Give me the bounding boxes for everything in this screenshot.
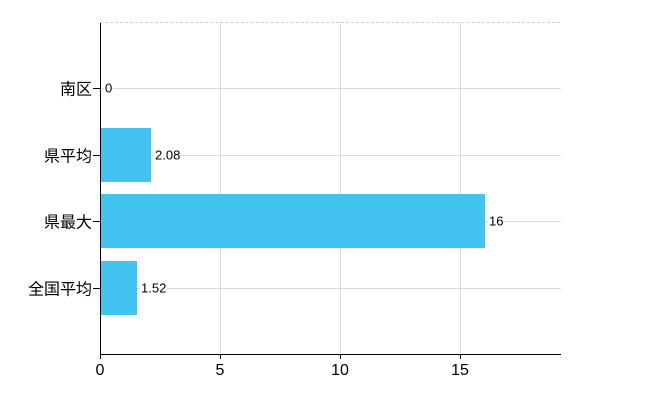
bar-value-label: 2.08 <box>154 147 182 163</box>
x-tick <box>340 355 341 359</box>
x-tick-label: 15 <box>451 362 469 379</box>
bar-2 <box>101 194 485 248</box>
bar-3 <box>101 261 137 315</box>
y-tick <box>93 155 100 156</box>
category-label: 全国平均 <box>27 281 92 299</box>
x-tick <box>220 355 221 359</box>
x-gridline <box>220 22 221 354</box>
category-label: 南区 <box>59 81 92 99</box>
category-gridline <box>101 288 561 289</box>
plot-top-border <box>100 22 560 23</box>
bar-value-label: 16 <box>488 213 505 229</box>
y-tick <box>93 288 100 289</box>
category-gridline <box>101 155 561 156</box>
bar-value-label: 0 <box>104 80 114 96</box>
x-tick <box>100 355 101 359</box>
category-gridline <box>101 88 561 89</box>
x-tick-label: 0 <box>95 362 105 379</box>
bar-value-label: 1.52 <box>140 280 168 296</box>
y-axis-line <box>100 22 101 355</box>
category-label: 県最大 <box>43 214 92 232</box>
x-gridline <box>460 22 461 354</box>
x-tick-label: 10 <box>331 362 349 379</box>
y-tick <box>93 88 100 89</box>
y-tick <box>93 221 100 222</box>
x-gridline <box>340 22 341 354</box>
x-tick-label: 5 <box>215 362 225 379</box>
x-axis-line <box>100 354 561 355</box>
x-tick <box>460 355 461 359</box>
category-label: 県平均 <box>43 148 92 166</box>
bar-1 <box>101 128 151 182</box>
